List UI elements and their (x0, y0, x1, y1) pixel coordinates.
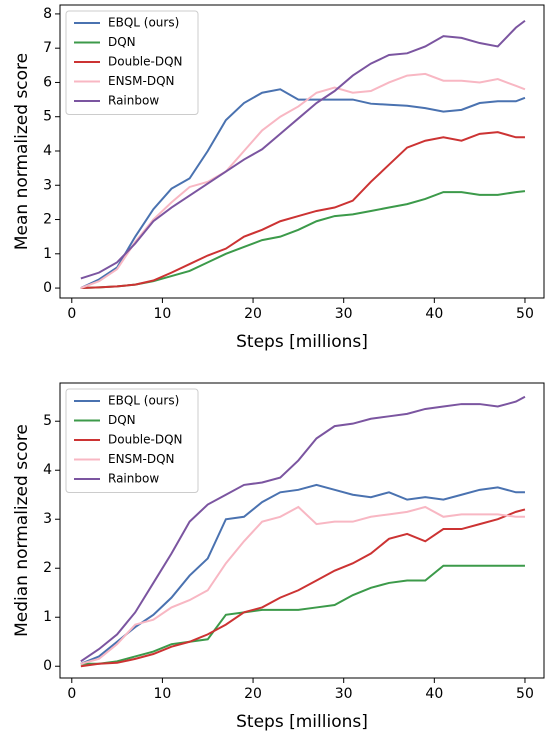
x-tick-label: 20 (244, 686, 262, 702)
x-tick-label: 50 (516, 306, 534, 322)
legend-label: DQN (108, 413, 136, 427)
y-tick-label: 4 (43, 143, 52, 159)
y-axis-label: Median normalized score (12, 424, 32, 637)
y-tick-label: 3 (43, 511, 52, 527)
series-line (80, 395, 526, 663)
x-tick-label: 40 (425, 306, 443, 322)
x-tick-label: 0 (67, 686, 76, 702)
y-tick-label: 8 (43, 6, 52, 22)
y-tick-label: 1 (43, 246, 52, 262)
x-tick-label: 0 (67, 306, 76, 322)
legend-label: EBQL (ours) (108, 394, 179, 408)
plot-frame (59, 382, 545, 679)
series-line (80, 190, 526, 290)
y-tick-label: 7 (43, 40, 52, 56)
x-tick-label: 20 (244, 306, 262, 322)
series-line (80, 131, 525, 290)
y-tick-label: 1 (43, 609, 52, 625)
legend-label: DQN (108, 35, 136, 49)
x-tick-label: 10 (154, 306, 172, 322)
y-tick-label: 5 (43, 109, 52, 125)
y-tick-label: 3 (43, 177, 52, 193)
series-line (80, 505, 525, 665)
y-tick-label: 2 (43, 212, 52, 228)
legend-label: Double-DQN (108, 55, 183, 69)
plot-frame (59, 4, 545, 299)
y-tick-label: 0 (43, 280, 52, 296)
series-line (80, 483, 525, 665)
legend-label: Rainbow (108, 472, 159, 486)
y-tick-label: 5 (43, 413, 52, 429)
series-line (80, 564, 525, 665)
x-tick-label: 50 (516, 686, 534, 702)
legend-label: EBQL (ours) (108, 16, 179, 30)
y-tick-label: 4 (43, 462, 52, 478)
x-tick-label: 30 (335, 686, 353, 702)
series-line (80, 88, 526, 289)
legend-box (65, 388, 199, 493)
legend-label: ENSM-DQN (108, 452, 175, 466)
legend-label: Rainbow (108, 94, 159, 108)
x-tick-label: 40 (425, 686, 443, 702)
legend-label: Double-DQN (108, 433, 183, 447)
legend-box (65, 10, 199, 115)
y-tick-label: 0 (43, 658, 52, 674)
x-tick-label: 30 (335, 306, 353, 322)
x-tick-label: 10 (154, 686, 172, 702)
x-axis-label: Steps [millions] (236, 332, 368, 352)
x-axis-label: Steps [millions] (236, 712, 368, 732)
y-axis-label: Mean normalized score (12, 53, 32, 250)
series-line (80, 508, 526, 668)
y-tick-label: 6 (43, 74, 52, 90)
y-tick-label: 2 (43, 560, 52, 576)
series-line (80, 19, 526, 280)
legend-label: ENSM-DQN (108, 74, 175, 88)
series-line (80, 72, 526, 289)
